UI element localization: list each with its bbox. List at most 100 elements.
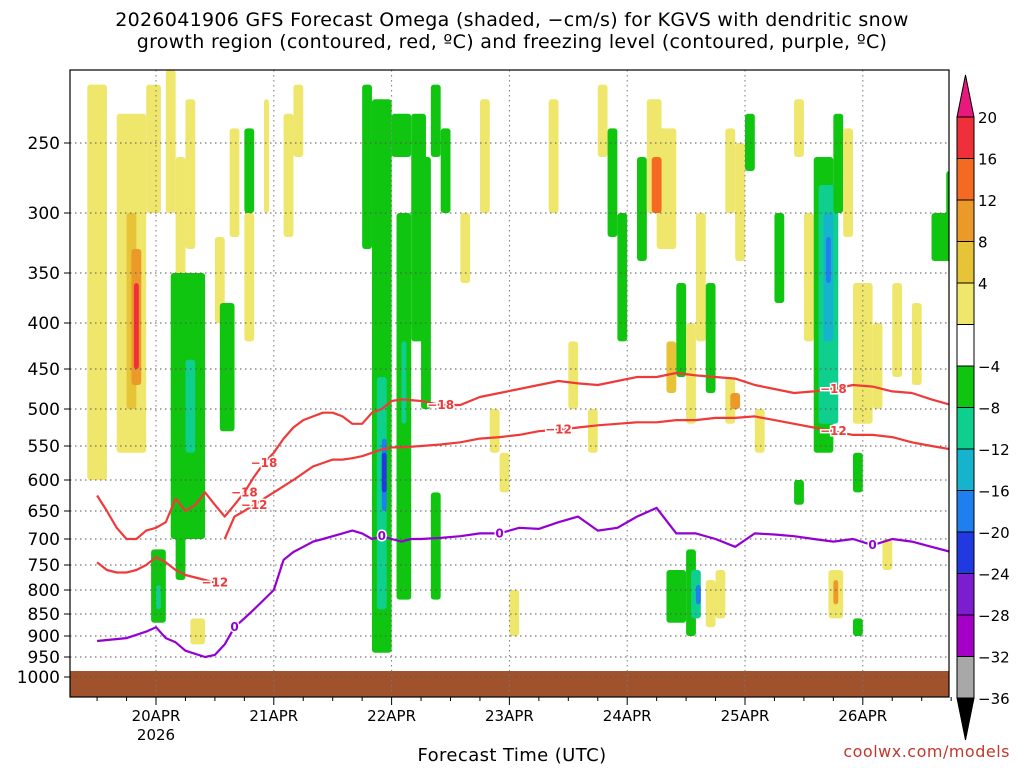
omega-cell-75 [825, 237, 831, 283]
title-line-1: 2026041906 GFS Forecast Omega (shaded, −… [115, 9, 909, 31]
omega-cell-4 [133, 283, 139, 369]
colorbar-swatch-3 [956, 241, 975, 284]
omega-cell-39 [489, 409, 500, 453]
xtick-label-26APR: 26APR [838, 707, 887, 725]
ytick-label-500: 500 [28, 400, 60, 420]
ytick-label-800: 800 [28, 581, 60, 601]
omega-cell-40 [499, 452, 510, 493]
omega-cell-76 [833, 113, 844, 213]
colorbar-swatch-5 [956, 324, 975, 367]
omega-cell-70 [794, 99, 804, 157]
omega-cell-55 [695, 213, 706, 342]
colorbar-swatch-12 [956, 614, 975, 657]
colorbar-swatch-13 [956, 656, 975, 699]
omega-cell-0 [87, 84, 107, 480]
colorbar-label-7: −12 [978, 441, 1010, 459]
omega-cell-60 [695, 585, 701, 605]
colorbar-swatch-2 [956, 199, 975, 242]
omega-cell-86 [833, 580, 839, 605]
omega-cell-50 [656, 128, 677, 249]
ytick-label-400: 400 [28, 314, 60, 334]
xtick-label-23APR: 23APR [485, 707, 534, 725]
ytick-label-950: 950 [28, 648, 60, 668]
ytick-label-450: 450 [28, 360, 60, 380]
omega-cell-23 [244, 128, 255, 213]
omega-cell-12 [244, 213, 255, 342]
omega-cell-43 [568, 341, 579, 409]
isotherm-minus18-low-line [96, 491, 246, 541]
colorbar-label-6: −8 [978, 400, 1000, 418]
omega-cell-82 [931, 213, 949, 261]
omega-cell-52 [666, 341, 677, 393]
omega-cell-6 [165, 70, 176, 213]
omega-cell-63 [725, 377, 736, 424]
xtick-label-21APR: 21APR [249, 707, 298, 725]
x-axis-title: Forecast Time (UTC) [417, 745, 607, 766]
omega-cell-79 [872, 323, 883, 409]
omega-cell-64 [730, 393, 741, 409]
isotherm-minus18-high-line [243, 371, 949, 493]
omega-cell-15 [293, 84, 304, 157]
omega-cell-36 [430, 492, 441, 600]
omega-cell-24 [362, 84, 372, 249]
omega-cell-34 [430, 84, 441, 157]
colorbar-swatch-0 [956, 116, 975, 159]
omega-cell-78 [852, 283, 873, 424]
omega-cell-13 [263, 99, 269, 213]
omega-cell-48 [637, 157, 647, 261]
xtick-label-22APR: 22APR [367, 707, 416, 725]
ytick-label-700: 700 [28, 530, 60, 550]
omega-cell-62 [715, 570, 726, 619]
omega-cell-17 [185, 359, 196, 453]
ytick-label-900: 900 [28, 627, 60, 647]
omega-cell-87 [852, 452, 863, 493]
freezing-level-label: 0 [378, 529, 386, 543]
omega-cell-77 [843, 128, 853, 237]
omega-cell-68 [754, 409, 765, 453]
omega-cell-56 [705, 283, 716, 393]
omega-cell-35 [440, 128, 451, 213]
omega-cell-11 [229, 128, 240, 237]
colorbar-swatch-6 [956, 365, 975, 408]
credit-link[interactable]: coolwx.com/models [843, 742, 1010, 761]
ytick-label-600: 600 [28, 471, 60, 491]
omega-cell-69 [774, 213, 785, 303]
omega-cell-83 [946, 171, 949, 249]
isotherm-minus12-high-label: −12 [545, 423, 572, 437]
colorbar-label-0: 20 [978, 109, 997, 127]
surface-ground [70, 671, 949, 697]
omega-cell-37 [460, 213, 471, 283]
ytick-label-850: 850 [28, 605, 60, 625]
freezing-level-label: 0 [230, 620, 238, 634]
isotherm-minus18-high-label: −18 [427, 398, 454, 412]
omega-cell-10 [214, 237, 225, 323]
omega-cell-18 [175, 533, 186, 580]
ytick-label-1000: 1000 [17, 668, 60, 688]
colorbar-label-9: −20 [978, 524, 1010, 542]
colorbar-swatch-11 [956, 573, 975, 616]
omega-cell-54 [686, 323, 696, 424]
colorbar-label-1: 16 [978, 151, 997, 169]
isotherm-minus12-high-label: −12 [820, 424, 847, 438]
omega-cell-8 [185, 99, 196, 249]
omega-cell-71 [803, 213, 814, 342]
omega-cell-51 [651, 157, 662, 213]
colorbar-swatch-1 [956, 158, 975, 201]
colorbar-swatch-4 [956, 282, 975, 325]
colorbar-top-arrow [956, 74, 975, 118]
omega-cell-57 [666, 570, 687, 623]
colorbar-swatch-10 [956, 531, 975, 574]
colorbar-label-8: −16 [978, 483, 1010, 501]
omega-cell-21 [190, 618, 206, 645]
ytick-label-650: 650 [28, 502, 60, 522]
isotherm-minus12-high-line [223, 415, 949, 540]
colorbar-label-13: −36 [978, 690, 1010, 708]
omega-cell-46 [607, 128, 618, 237]
colorbar-label-3: 8 [978, 234, 988, 252]
omega-cell-88 [852, 618, 863, 636]
colorbar-label-12: −32 [978, 649, 1010, 667]
isotherm-minus18-high-label: −18 [820, 382, 847, 396]
colorbar-bottom-arrow [956, 697, 975, 741]
omega-cell-53 [676, 283, 687, 377]
